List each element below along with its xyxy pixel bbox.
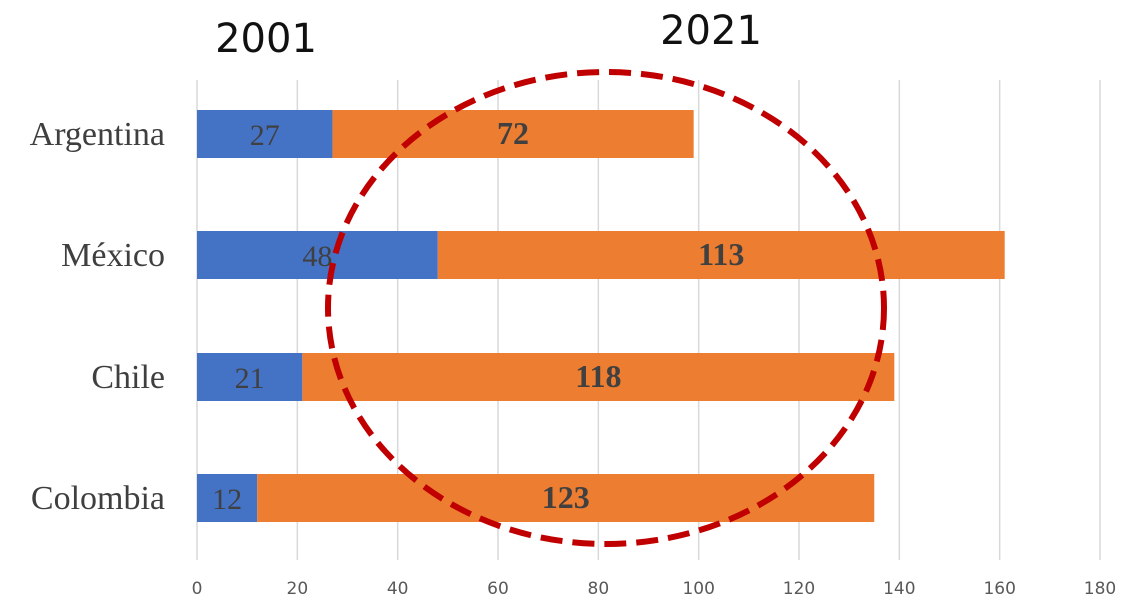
bar-value-label-2021: 118 (575, 358, 621, 394)
x-tick-label: 100 (682, 579, 714, 599)
x-tick-label: 80 (588, 579, 610, 599)
bar-2001-0 (197, 110, 333, 158)
year-header-2001: 2001 (215, 16, 317, 62)
highlight-dashed-ellipse (325, 69, 887, 547)
bar-value-label-2001: 27 (250, 119, 280, 152)
bar-2001-2 (197, 353, 303, 401)
bar-2001-1 (197, 231, 438, 279)
bar-value-label-2021: 123 (542, 479, 590, 515)
x-tick-label: 60 (487, 579, 509, 599)
category-label: México (61, 237, 165, 274)
category-label: Chile (91, 359, 165, 396)
x-tick-label: 120 (783, 579, 815, 599)
category-label: Argentina (30, 116, 165, 153)
category-labels: Argentina México Chile Colombia (30, 116, 165, 517)
bar-value-label-2001: 21 (235, 362, 265, 395)
x-tick-label: 140 (883, 579, 915, 599)
year-header-2021: 2021 (660, 8, 762, 54)
bar-value-label-2021: 113 (698, 236, 744, 272)
x-tick-label: 160 (983, 579, 1015, 599)
x-tick-label: 180 (1084, 579, 1116, 599)
category-label: Colombia (31, 480, 165, 517)
x-tick-label: 20 (287, 579, 309, 599)
bar-2021-2 (302, 353, 895, 401)
x-tick-label: 40 (387, 579, 409, 599)
x-axis-ticks: 0 20 40 60 80 100 120 140 160 180 (192, 579, 1117, 599)
bar-value-labels: 27 72 48 113 21 118 12 123 (212, 115, 744, 516)
bar-2001-3 (197, 474, 258, 522)
bar-2021-0 (332, 110, 694, 158)
x-tick-label: 0 (192, 579, 203, 599)
grid-lines (196, 80, 1101, 560)
year-headers: 2001 2021 (215, 8, 762, 62)
bar-value-label-2021: 72 (497, 115, 529, 151)
bar-value-label-2001: 12 (212, 483, 242, 516)
bar-value-label-2001: 48 (302, 240, 332, 273)
bar-2021-1 (437, 231, 1005, 279)
